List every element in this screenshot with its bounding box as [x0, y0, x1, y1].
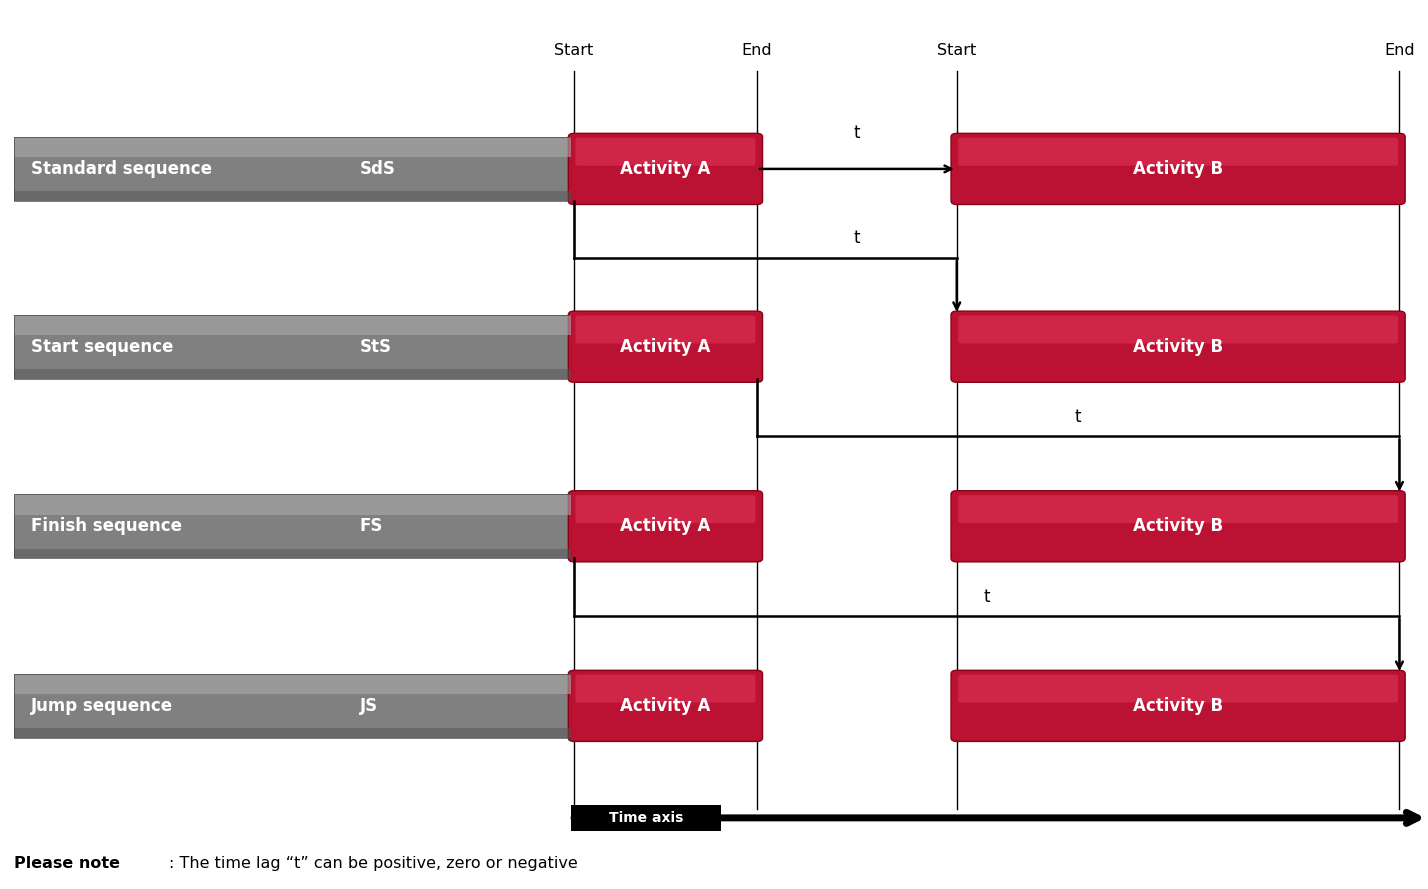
FancyBboxPatch shape: [958, 675, 1398, 702]
FancyBboxPatch shape: [575, 495, 755, 523]
FancyBboxPatch shape: [951, 670, 1405, 741]
Text: Activity A: Activity A: [620, 517, 711, 535]
FancyBboxPatch shape: [575, 675, 755, 702]
Text: t: t: [1075, 408, 1081, 426]
Text: End: End: [1384, 43, 1415, 58]
Text: Standard sequence: Standard sequence: [31, 160, 213, 178]
FancyBboxPatch shape: [14, 674, 571, 694]
FancyBboxPatch shape: [568, 311, 763, 382]
Text: Start sequence: Start sequence: [31, 338, 174, 356]
FancyBboxPatch shape: [14, 674, 571, 738]
Text: t: t: [854, 124, 860, 142]
FancyBboxPatch shape: [14, 137, 571, 157]
Text: : The time lag “t” can be positive, zero or negative: : The time lag “t” can be positive, zero…: [169, 856, 577, 871]
Text: Activity A: Activity A: [620, 338, 711, 356]
Text: End: End: [741, 43, 773, 58]
FancyBboxPatch shape: [568, 670, 763, 741]
Text: Activity A: Activity A: [620, 160, 711, 178]
Bar: [571, 805, 721, 831]
FancyBboxPatch shape: [14, 137, 571, 201]
Text: Activity B: Activity B: [1132, 160, 1224, 178]
FancyBboxPatch shape: [14, 315, 571, 335]
Text: Start: Start: [937, 43, 977, 58]
FancyBboxPatch shape: [14, 369, 571, 379]
FancyBboxPatch shape: [568, 133, 763, 204]
Text: FS: FS: [360, 517, 383, 535]
Text: Activity B: Activity B: [1132, 517, 1224, 535]
FancyBboxPatch shape: [958, 495, 1398, 523]
Text: JS: JS: [360, 697, 377, 715]
FancyBboxPatch shape: [575, 316, 755, 343]
Text: StS: StS: [360, 338, 391, 356]
FancyBboxPatch shape: [951, 133, 1405, 204]
FancyBboxPatch shape: [958, 138, 1398, 165]
FancyBboxPatch shape: [568, 491, 763, 562]
FancyBboxPatch shape: [575, 138, 755, 165]
FancyBboxPatch shape: [14, 494, 571, 515]
Text: Activity B: Activity B: [1132, 338, 1224, 356]
Text: SdS: SdS: [360, 160, 396, 178]
Text: Time axis: Time axis: [608, 811, 684, 825]
Text: Start: Start: [554, 43, 594, 58]
Text: Please note: Please note: [14, 856, 120, 871]
Text: Activity B: Activity B: [1132, 697, 1224, 715]
FancyBboxPatch shape: [951, 491, 1405, 562]
Text: Activity A: Activity A: [620, 697, 711, 715]
FancyBboxPatch shape: [14, 494, 571, 558]
Text: t: t: [984, 588, 990, 605]
FancyBboxPatch shape: [951, 311, 1405, 382]
Text: t: t: [854, 229, 860, 247]
FancyBboxPatch shape: [14, 315, 571, 379]
FancyBboxPatch shape: [14, 728, 571, 738]
Text: Jump sequence: Jump sequence: [31, 697, 174, 715]
FancyBboxPatch shape: [958, 316, 1398, 343]
FancyBboxPatch shape: [14, 191, 571, 201]
FancyBboxPatch shape: [14, 549, 571, 558]
Text: Finish sequence: Finish sequence: [31, 517, 183, 535]
